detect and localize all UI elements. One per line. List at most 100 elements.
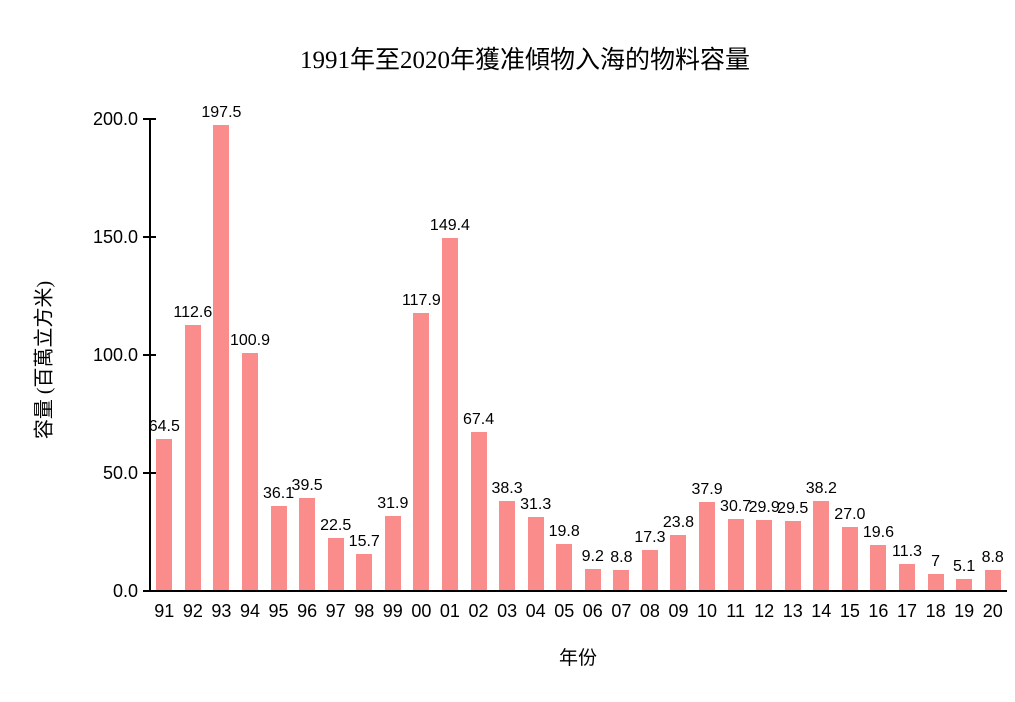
x-tick-label: 01	[439, 601, 460, 621]
bar-value-label: 8.8	[981, 549, 1004, 566]
y-tick-label: 0.0	[112, 581, 138, 601]
bar	[499, 501, 515, 591]
x-tick-label: 06	[582, 601, 603, 621]
bar-value-label: 23.8	[662, 514, 695, 531]
x-tick-label: 10	[697, 601, 718, 621]
x-tick-label: 14	[811, 601, 832, 621]
bar-value-label: 37.9	[691, 481, 723, 498]
x-tick-label: 95	[268, 601, 289, 621]
y-tick-label: 150.0	[92, 227, 138, 247]
bar	[728, 519, 744, 591]
bar-value-label: 31.9	[377, 495, 409, 512]
x-tick-label: 20	[982, 601, 1003, 621]
bar-value-label: 15.7	[348, 533, 380, 550]
x-tick-label: 91	[154, 601, 175, 621]
bar	[813, 501, 829, 591]
bar-value-label: 117.9	[401, 292, 441, 309]
bar	[356, 554, 372, 591]
bar-value-label: 22.5	[320, 517, 352, 534]
y-tick-label: 100.0	[92, 345, 138, 365]
x-tick-label: 99	[382, 601, 403, 621]
bar	[842, 527, 858, 591]
bar	[928, 574, 944, 591]
bar	[956, 579, 972, 591]
bar	[699, 502, 715, 591]
x-tick-label: 03	[497, 601, 518, 621]
bar	[899, 564, 915, 591]
bar-value-label: 19.8	[548, 523, 580, 540]
x-tick-label: 00	[411, 601, 432, 621]
bar-value-label: 38.3	[491, 480, 523, 497]
chart-title: 1991年至2020年獲准傾物入海的物料容量	[299, 47, 751, 74]
bar-value-label: 19.6	[862, 524, 895, 541]
bar-value-label: 9.2	[581, 548, 604, 565]
bar-value-label: 7	[931, 553, 941, 570]
bar-value-label: 197.5	[201, 104, 242, 121]
bar	[299, 498, 315, 591]
x-tick-label: 02	[468, 601, 489, 621]
bar-value-label: 5.1	[953, 558, 976, 575]
bar-value-label: 67.4	[462, 411, 495, 428]
bar	[985, 570, 1001, 591]
bar-value-label: 64.5	[148, 418, 180, 435]
bar-value-label: 100.9	[229, 332, 270, 349]
y-tick-label: 200.0	[92, 109, 138, 129]
x-tick-label: 96	[297, 601, 318, 621]
bar-value-label: 30.7	[720, 498, 752, 515]
bar-value-label: 149.4	[429, 217, 470, 234]
bar-value-label: 8.8	[610, 549, 633, 566]
x-tick-label: 93	[211, 601, 232, 621]
bar	[642, 550, 658, 591]
x-tick-label: 19	[954, 601, 975, 621]
bar	[242, 353, 258, 591]
bar	[670, 535, 686, 591]
bar	[213, 125, 229, 591]
x-tick-label: 94	[239, 601, 260, 621]
bar	[556, 544, 572, 591]
x-axis-title: 年份	[558, 648, 598, 669]
x-tick-label: 09	[668, 601, 689, 621]
bar-value-label: 29.5	[777, 500, 809, 517]
bar-value-label: 112.6	[173, 304, 213, 321]
x-axis-line	[149, 590, 1007, 592]
bar-value-label: 11.3	[892, 543, 922, 560]
y-tick	[143, 118, 156, 120]
bar-value-label: 36.1	[262, 485, 295, 502]
bar	[585, 569, 601, 591]
bar	[756, 520, 772, 591]
bar-value-label: 17.3	[634, 529, 666, 546]
bar-value-label: 38.2	[805, 480, 837, 497]
x-tick-label: 05	[554, 601, 575, 621]
bar	[156, 439, 172, 591]
y-tick	[143, 354, 156, 356]
bar	[785, 521, 801, 591]
bar	[613, 570, 629, 591]
x-tick-label: 17	[897, 601, 918, 621]
bar	[870, 545, 886, 591]
bar	[442, 238, 458, 591]
y-tick	[143, 590, 156, 592]
x-tick-label: 11	[726, 601, 745, 621]
bar	[271, 506, 287, 591]
bar-value-label: 31.3	[520, 496, 552, 513]
bar	[185, 325, 201, 591]
x-tick-label: 04	[525, 601, 546, 621]
x-tick-label: 98	[354, 601, 375, 621]
x-tick-label: 97	[325, 601, 346, 621]
bar-value-label: 39.5	[291, 477, 323, 494]
bar	[528, 517, 544, 591]
bar-value-label: 29.9	[748, 499, 780, 516]
bar	[413, 313, 429, 591]
x-tick-label: 12	[754, 601, 775, 621]
x-tick-label: 16	[868, 601, 889, 621]
y-tick-label: 50.0	[102, 463, 138, 483]
bar	[328, 538, 344, 591]
y-tick	[143, 236, 156, 238]
x-tick-label: 13	[782, 601, 803, 621]
x-tick-label: 08	[639, 601, 660, 621]
y-tick	[143, 472, 156, 474]
x-tick-label: 18	[925, 601, 946, 621]
x-tick-label: 07	[611, 601, 632, 621]
y-axis-title: 容量 (百萬立方米)	[33, 280, 56, 440]
